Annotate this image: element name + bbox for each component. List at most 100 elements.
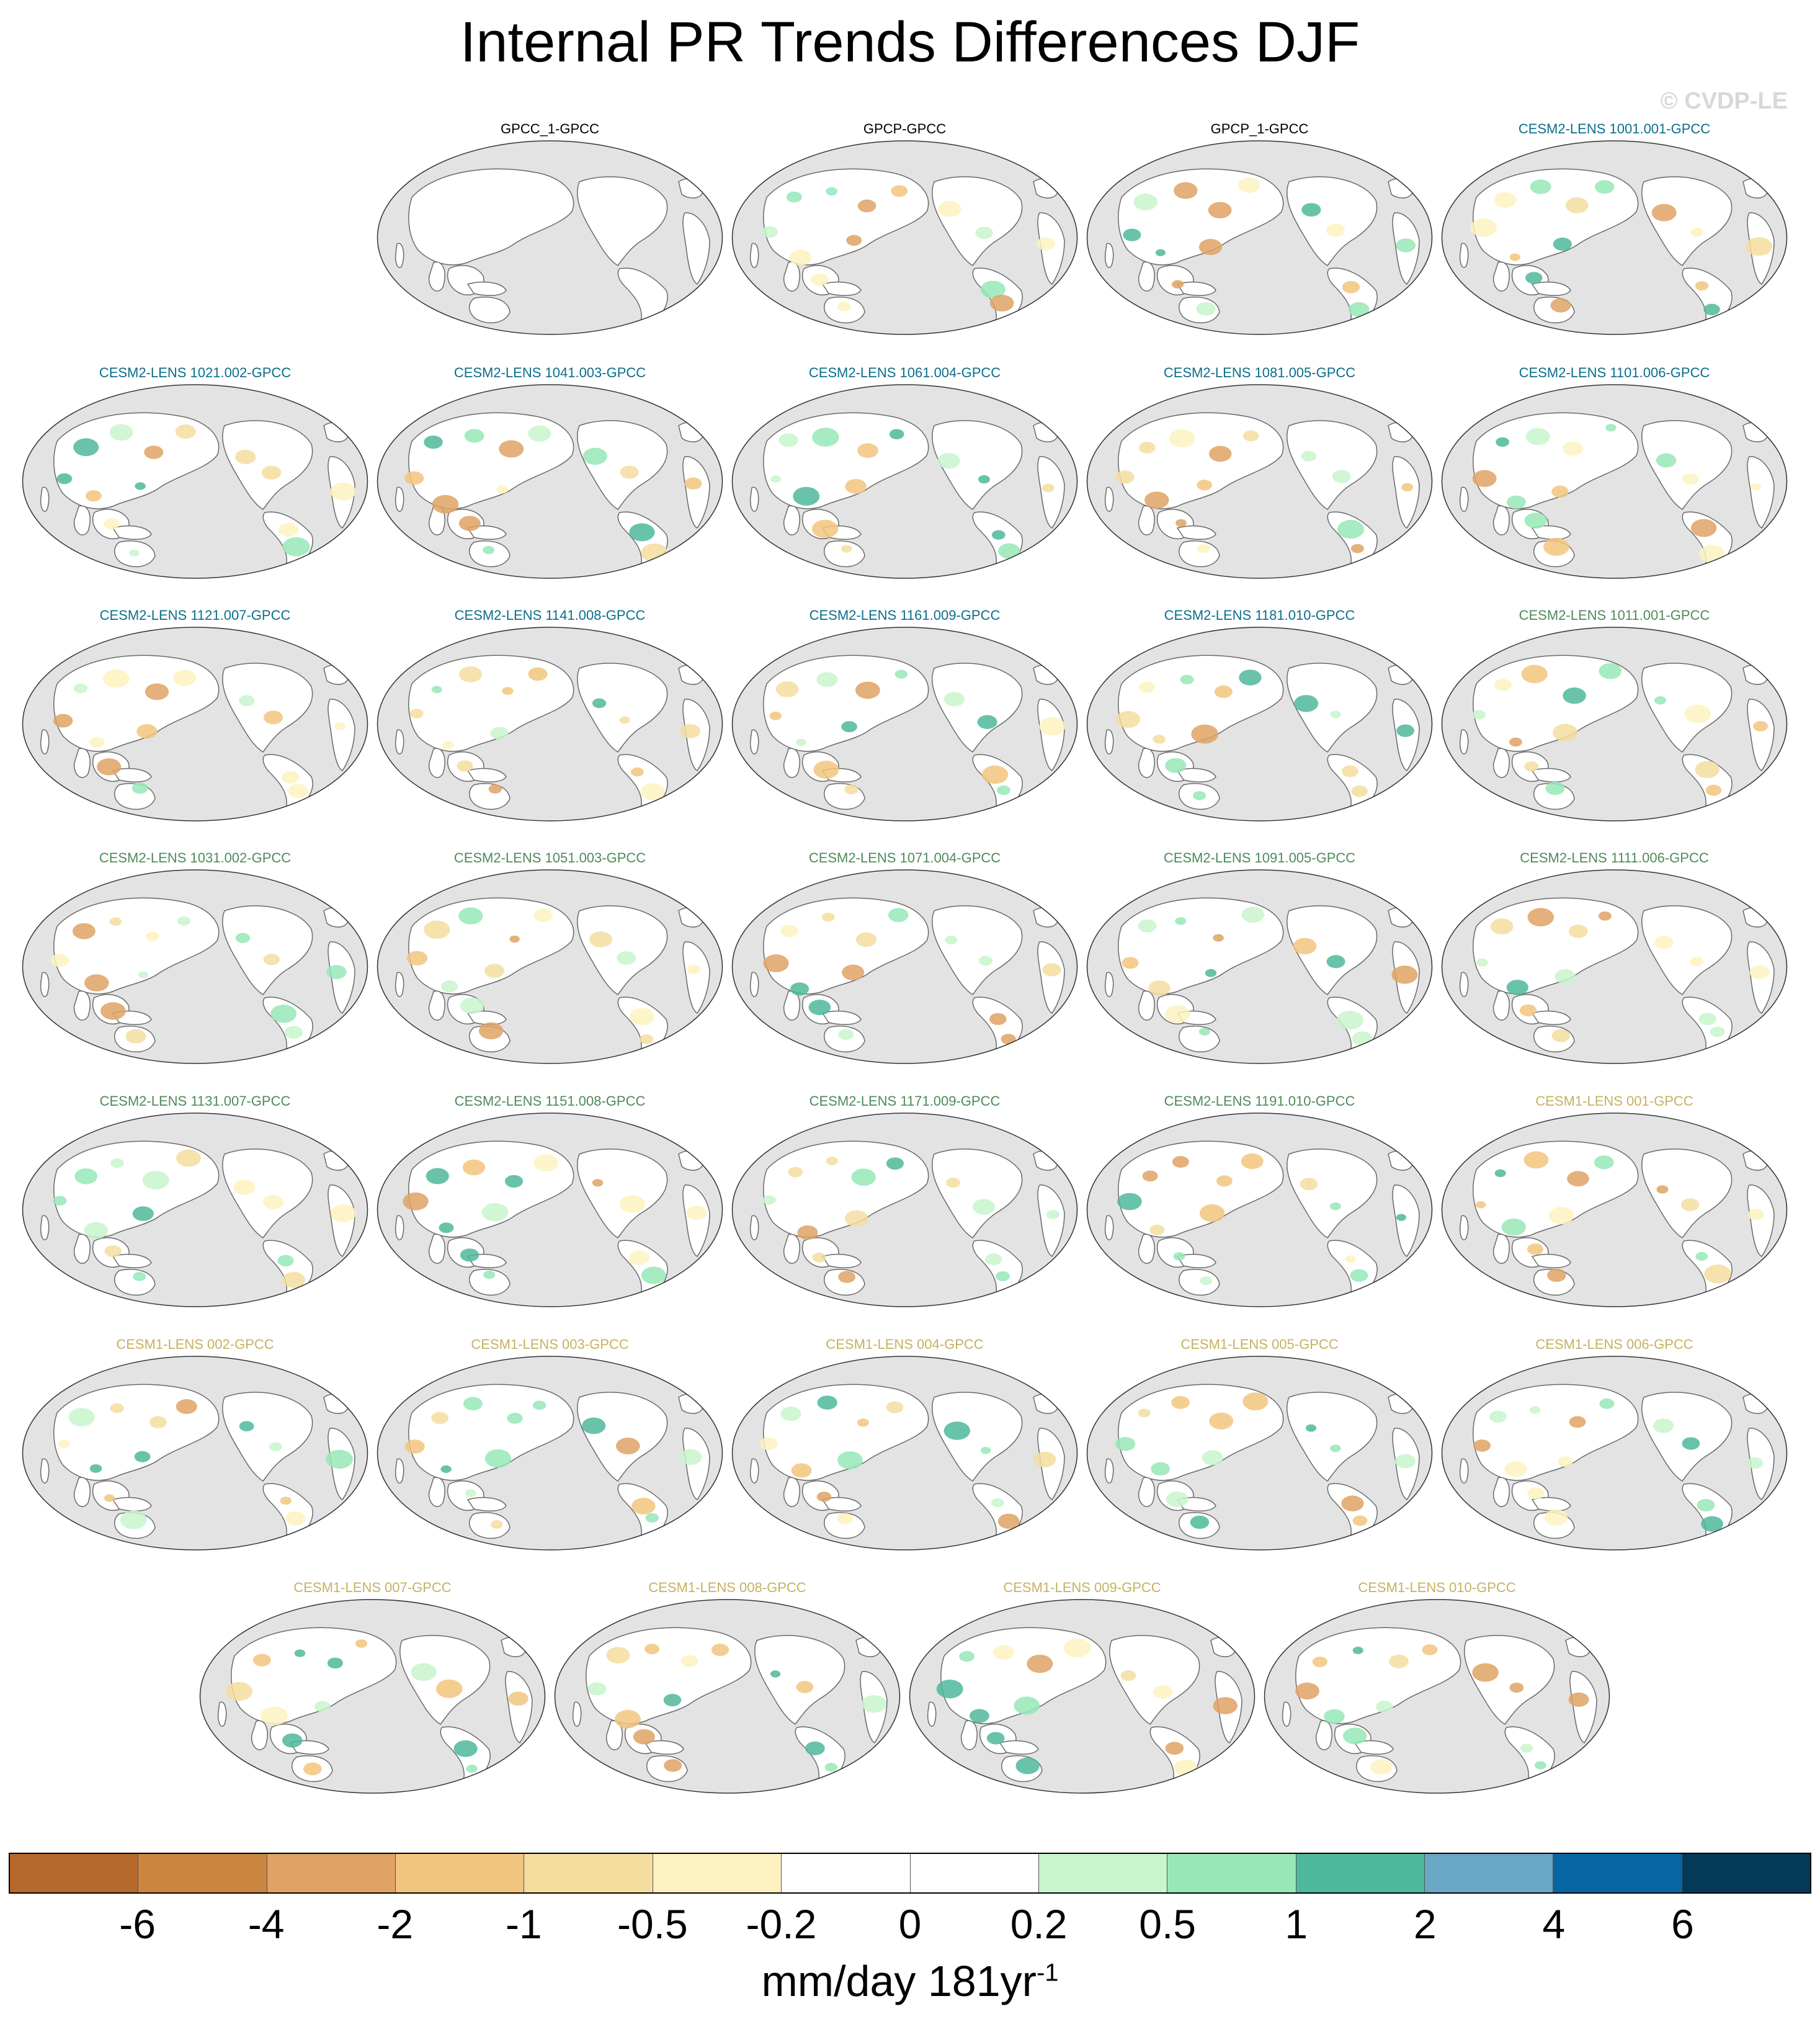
world-map	[22, 627, 368, 821]
trend-patch	[1705, 784, 1722, 796]
continent	[428, 1477, 445, 1507]
trend-patch	[490, 727, 509, 740]
trend-patch	[278, 522, 298, 537]
trend-patch	[641, 543, 668, 563]
trend-patch	[431, 1412, 448, 1425]
panel-title: GPCP_1-GPCC	[1210, 121, 1309, 137]
trend-patch	[1138, 442, 1156, 454]
trend-patch	[616, 1437, 640, 1455]
trend-patch	[1391, 965, 1418, 984]
continent	[1037, 1184, 1065, 1257]
map-panel: GPCC_1-GPCC	[375, 121, 725, 338]
trend-patch	[457, 760, 473, 772]
trend-patch	[1697, 1498, 1715, 1512]
trend-patch	[1509, 737, 1522, 747]
trend-patch	[1116, 710, 1141, 728]
trend-patch	[263, 710, 283, 725]
trend-patch	[1120, 1670, 1136, 1681]
continent	[932, 905, 1023, 995]
trend-patch	[499, 440, 524, 458]
trend-patch	[1529, 1406, 1541, 1414]
world-map	[199, 1599, 546, 1794]
trend-patch	[589, 931, 612, 947]
trend-patch	[53, 714, 73, 728]
continent	[231, 1627, 397, 1724]
colorbar-tick-label: 0	[898, 1901, 922, 1947]
trend-patch	[507, 1412, 523, 1424]
map-panel: CESM2-LENS 1011.001-GPCC	[1439, 607, 1790, 825]
map-border	[1441, 1112, 1788, 1307]
trend-patch	[235, 449, 256, 465]
trend-patch	[780, 1407, 801, 1421]
trend-patch	[1568, 1692, 1589, 1707]
trend-patch	[846, 235, 862, 246]
trend-patch	[993, 1645, 1014, 1660]
trend-patch	[355, 1639, 368, 1648]
continent	[824, 540, 865, 568]
trend-patch	[1567, 1171, 1589, 1187]
trend-patch	[109, 917, 122, 926]
trend-patch	[796, 738, 806, 746]
trend-patch	[1690, 519, 1717, 537]
panel-title: CESM2-LENS 1091.005-GPCC	[1163, 850, 1356, 866]
world-map	[731, 627, 1078, 821]
continent	[783, 748, 800, 778]
trend-patch	[177, 916, 190, 926]
trend-patch	[1042, 483, 1055, 493]
continent	[395, 243, 404, 268]
trend-patch	[1654, 696, 1666, 705]
trend-patch	[424, 435, 443, 449]
trend-patch	[282, 1271, 305, 1288]
continent	[222, 1148, 313, 1238]
map-panel: CESM1-LENS 008-GPCC	[552, 1580, 903, 1797]
continent	[222, 420, 313, 510]
map-border	[554, 1599, 901, 1794]
map-border	[377, 140, 723, 335]
trend-patch	[1494, 192, 1517, 208]
trend-patch	[1490, 918, 1514, 935]
world-map	[1441, 1112, 1788, 1307]
trend-patch	[1684, 704, 1711, 723]
trend-patch	[1153, 1685, 1173, 1699]
continent	[999, 1740, 1039, 1755]
trend-patch	[100, 1002, 126, 1020]
trend-patch	[288, 784, 308, 798]
continent	[749, 243, 759, 268]
trend-patch	[1394, 1454, 1416, 1469]
trend-patch	[73, 438, 99, 457]
trend-patch	[1241, 1153, 1264, 1170]
trend-patch	[981, 765, 1009, 784]
trend-patch	[509, 935, 520, 943]
trend-patch	[252, 1654, 271, 1667]
trend-patch	[1123, 228, 1141, 241]
continent	[1531, 1497, 1571, 1512]
continent	[466, 1497, 507, 1512]
trend-patch	[886, 1401, 904, 1413]
map-border	[731, 1112, 1078, 1307]
continent	[1473, 897, 1639, 995]
continent	[932, 1392, 1023, 1482]
continent	[395, 486, 404, 512]
units-exponent: -1	[1036, 1959, 1059, 1987]
trend-patch	[1208, 445, 1232, 462]
continent	[222, 905, 313, 995]
continent	[821, 1010, 862, 1026]
trend-patch	[1239, 669, 1262, 686]
figure-title: Internal PR Trends Differences DJF	[460, 11, 1360, 74]
continent	[1138, 261, 1155, 292]
trend-patch	[481, 1202, 509, 1222]
continent	[749, 1215, 759, 1240]
panel-title: CESM1-LENS 004-GPCC	[826, 1336, 984, 1352]
continent	[1641, 420, 1733, 510]
trend-patch	[937, 452, 960, 469]
trend-patch	[1519, 1004, 1537, 1017]
continent	[927, 1701, 937, 1727]
trend-patch	[411, 1663, 437, 1681]
trend-patch	[1494, 679, 1512, 691]
world-map	[377, 869, 723, 1064]
continent	[40, 486, 50, 512]
continent	[1641, 1392, 1733, 1482]
trend-patch	[460, 1248, 480, 1262]
continent	[222, 663, 313, 753]
panel-title: CESM1-LENS 003-GPCC	[471, 1336, 629, 1352]
